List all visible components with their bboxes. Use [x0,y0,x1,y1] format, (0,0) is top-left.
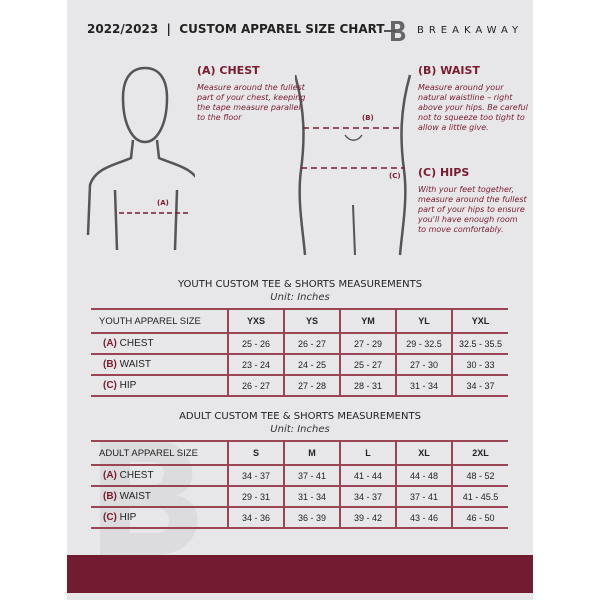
table-header-row: ADULT APPAREL SIZE S M L XL 2XL [91,440,508,465]
chest-heading: (A) CHEST [197,64,260,77]
table-cell: 44 - 48 [395,464,452,486]
table-cell: 27 - 30 [395,353,452,375]
row-name: WAIST [119,359,151,370]
size-header: XL [395,440,452,465]
table-cell: 25 - 27 [339,353,396,375]
hips-heading: (C) HIPS [418,166,470,179]
row-key: (C) [103,512,117,523]
chest-marker: (A) [157,199,169,207]
footer-band [67,555,533,593]
size-label: ADULT APPAREL SIZE [91,440,228,465]
youth-table-title: YOUTH CUSTOM TEE & SHORTS MEASUREMENTS [177,279,423,290]
table-row: (B) WAIST 29 - 31 31 - 34 34 - 37 37 - 41 41 … [91,485,508,507]
waist-heading: (B) WAIST [418,64,480,77]
table-cell: 26 - 27 [283,332,340,354]
size-header: M [283,440,340,465]
row-label: (C) HIP [91,374,228,397]
table-header-row: YOUTH APPAREL SIZE YXS YS YM YL YXL [91,308,508,333]
table-cell: 48 - 52 [451,464,508,486]
table-cell: 26 - 27 [227,374,284,397]
row-key: (C) [103,380,117,391]
hips-marker: (C) [389,172,401,180]
table-cell: 46 - 50 [451,506,508,529]
row-key: (B) [103,491,117,502]
page-title: 2022/2023 | CUSTOM APPAREL SIZE CHART [87,22,385,36]
brand-logo-icon [384,21,406,41]
chest-description: Measure around the fullest part of your … [197,83,306,122]
adult-table-title: ADULT CUSTOM TEE & SHORTS MEASUREMENTS [179,411,421,422]
row-name: HIP [119,380,137,391]
size-label: YOUTH APPAREL SIZE [91,308,228,333]
table-cell: 34 - 36 [227,506,284,529]
waist-marker: (B) [362,114,374,122]
table-cell: 43 - 46 [395,506,452,529]
table-row: (C) HIP 34 - 36 36 - 39 39 - 42 43 - 46 46 - … [91,506,508,529]
adult-size-table: ADULT APPAREL SIZE S M L XL 2XL (A) CHEST 34 - … [91,440,508,529]
row-name: HIP [119,512,137,523]
table-cell: 23 - 24 [227,353,284,375]
youth-size-table: YOUTH APPAREL SIZE YXS YS YM YL YXL (A) CHEST 2… [91,308,508,397]
row-label: (B) WAIST [91,485,228,507]
waist-description: Measure around your natural waistline – … [418,83,528,132]
table-cell: 27 - 29 [339,332,396,354]
table-cell: 28 - 31 [339,374,396,397]
table-cell: 37 - 41 [395,485,452,507]
hips-description: With your feet together, measure around … [418,185,527,234]
youth-unit: Unit: Inches [270,292,330,303]
table-cell: 34 - 37 [451,374,508,397]
table-cell: 24 - 25 [283,353,340,375]
size-header: L [339,440,396,465]
table-cell: 39 - 42 [339,506,396,529]
row-name: CHEST [119,470,154,481]
table-cell: 29 - 31 [227,485,284,507]
table-cell: 41 - 45.5 [451,485,508,507]
size-header: S [227,440,284,465]
table-cell: 25 - 26 [227,332,284,354]
row-name: WAIST [119,491,151,502]
row-key: (B) [103,359,117,370]
adult-unit: Unit: Inches [270,424,330,435]
size-header: YXL [451,308,508,333]
table-cell: 37 - 41 [283,464,340,486]
table-cell: 31 - 34 [283,485,340,507]
table-cell: 34 - 37 [227,464,284,486]
size-header: YXS [227,308,284,333]
row-name: CHEST [119,338,154,349]
lower-body-illustration [295,74,412,256]
brand-name: BREAKAWAY [417,25,524,36]
table-cell: 29 - 32.5 [395,332,452,354]
row-label: (B) WAIST [91,353,228,375]
upper-body-illustration [86,66,195,251]
size-header: YS [283,308,340,333]
size-header: YL [395,308,452,333]
table-cell: 34 - 37 [339,485,396,507]
table-cell: 30 - 33 [451,353,508,375]
table-row: (B) WAIST 23 - 24 24 - 25 25 - 27 27 - 30 30 … [91,353,508,375]
row-label: (A) CHEST [91,464,228,486]
table-cell: 27 - 28 [283,374,340,397]
row-key: (A) [103,338,117,349]
table-cell: 36 - 39 [283,506,340,529]
table-cell: 31 - 34 [395,374,452,397]
table-row: (C) HIP 26 - 27 27 - 28 28 - 31 31 - 34 34 - … [91,374,508,397]
table-cell: 41 - 44 [339,464,396,486]
size-header: 2XL [451,440,508,465]
table-cell: 32.5 - 35.5 [451,332,508,354]
table-row: (A) CHEST 34 - 37 37 - 41 41 - 44 44 - 48 48 … [91,464,508,486]
table-row: (A) CHEST 25 - 26 26 - 27 27 - 29 29 - 32.5 3… [91,332,508,354]
row-label: (C) HIP [91,506,228,529]
row-label: (A) CHEST [91,332,228,354]
size-header: YM [339,308,396,333]
row-key: (A) [103,470,117,481]
